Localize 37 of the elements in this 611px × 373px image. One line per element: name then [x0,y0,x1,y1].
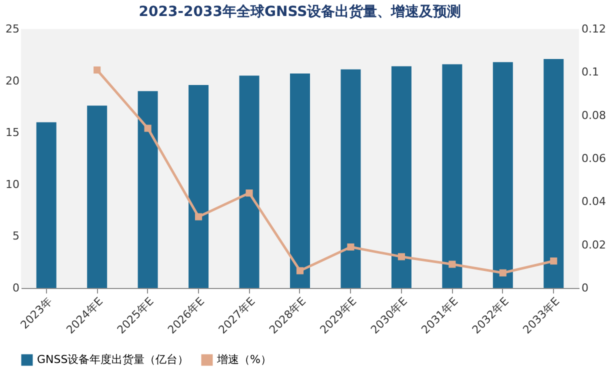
y2-tick-label: 0 [582,282,588,294]
bar [36,122,56,288]
bar [87,106,108,288]
bar [391,66,412,288]
point [144,124,152,132]
bar [290,74,310,288]
y2-tick-label: 0.04 [582,195,606,208]
bar [442,64,462,288]
point [448,260,456,268]
y2-tick-label: 0.1 [582,66,599,79]
y-tick-label: 0 [12,282,20,294]
y-tick-label: 5 [12,230,20,243]
chart-title: 2023-2033年全球GNSS设备出货量、增速及预测 [138,4,462,20]
bar [138,91,158,288]
point [347,243,354,251]
y-tick-label: 10 [6,178,20,191]
y2-tick-label: 0.02 [582,238,606,252]
bar [239,76,260,288]
y2-tick-label: 0.12 [582,22,606,36]
bar [340,69,361,288]
legend-label: GNSS设备年度出货量（亿台） [37,353,189,366]
point [499,269,506,276]
point [94,66,101,74]
y-tick-label: 15 [6,126,20,140]
point [296,267,304,274]
point [195,213,202,220]
y2-tick-label: 0.06 [582,152,606,165]
point [550,257,558,265]
y-tick-label: 20 [6,74,20,88]
legend-label: 增速（%） [216,353,272,366]
bar [188,84,209,288]
point [398,253,405,260]
bar [544,59,564,288]
y-tick-label: 25 [6,22,20,36]
point [246,189,253,197]
y2-tick-label: 0.08 [582,108,606,122]
bar [492,62,513,288]
